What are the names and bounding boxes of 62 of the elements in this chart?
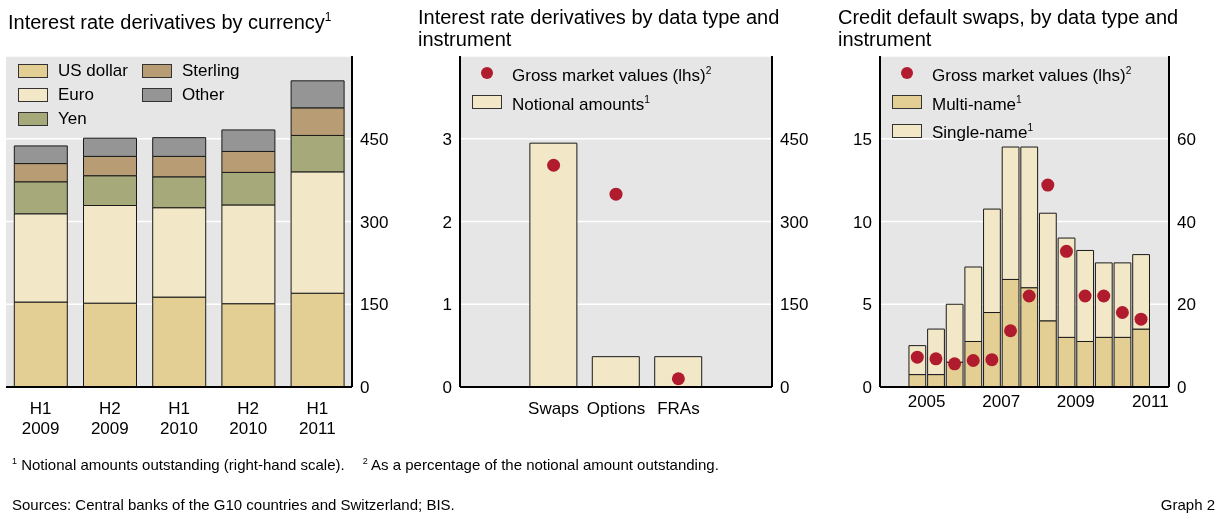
legend-label: Gross market values (lhs)$^{2}$ (512, 65, 712, 85)
legend-label: US dollar (58, 61, 128, 80)
legend-label: Euro (58, 85, 94, 104)
legend-label: Sterling (181, 61, 240, 80)
x-tick-label: 2011 (1132, 392, 1169, 412)
y-tick-label: 0 (442, 378, 452, 398)
x-tick-label: 2005 (907, 392, 946, 412)
caption: Graph 2 (1160, 496, 1215, 513)
y-tick-label: 0 (862, 378, 872, 398)
legend-label: Notional amounts$^{1}$ (512, 93, 650, 114)
legend-label: Yen (58, 109, 87, 128)
point (948, 357, 962, 371)
point (1059, 244, 1073, 258)
source-note: Sources: Central banks of the G10 countries and Switzerland; BIS. (12, 496, 455, 513)
y2-tick-label: 450 (780, 129, 809, 149)
x-tick-label: 2009 (1056, 392, 1095, 412)
legend-label: Single-name$^{1}$ (932, 122, 1034, 142)
y-tick-label: 1 (442, 295, 452, 315)
chart-title: Interest rate derivatives by data type and instrument (418, 6, 780, 50)
y2-tick-label: 150 (780, 295, 809, 315)
y2-tick-label: 0 (1177, 378, 1187, 398)
point (1078, 289, 1092, 303)
point (547, 158, 561, 172)
y-tick-label: 10 (853, 212, 872, 232)
y-tick-label: 3 (442, 129, 452, 149)
chart-title: Interest rate derivatives by currency$^{1}$ (8, 10, 332, 33)
y2-tick-label: 40 (1177, 212, 1196, 232)
point (1022, 289, 1036, 303)
x-tick-label: Swaps (528, 399, 580, 419)
y2-tick-label: 0 (360, 378, 370, 398)
point (1134, 312, 1148, 326)
legend-label: Gross market values (lhs)$^{2}$ (932, 65, 1132, 85)
y-tick-label: 5 (862, 295, 872, 315)
x-tick-label: 2007 (982, 392, 1021, 412)
legend-label: Multi-name$^{1}$ (932, 93, 1022, 114)
point (671, 372, 685, 386)
chart-title: Credit default swaps, by data type and instrument (838, 6, 1179, 50)
x-tick-label: H1 2011 (299, 399, 336, 438)
x-tick-label: FRAs (657, 399, 700, 419)
y-tick-label: 15 (853, 129, 872, 149)
text: $^{1}$ Notional amounts outstanding (right-hand scale). (12, 456, 345, 473)
y2-tick-label: 450 (360, 129, 389, 149)
x-tick-label: H1 2009 (21, 399, 60, 438)
point (1097, 289, 1111, 303)
y2-tick-label: 300 (780, 212, 809, 232)
x-tick-label: H2 2009 (90, 399, 129, 438)
x-tick-label: H1 2010 (160, 399, 198, 438)
x-tick-label: H2 2010 (229, 399, 268, 438)
point (985, 353, 999, 367)
point (1004, 324, 1018, 338)
x-tick-label: Options (586, 399, 646, 419)
y2-tick-label: 60 (1177, 129, 1196, 149)
text: $^{2}$ As a percentage of the notional amount outstanding. (362, 456, 719, 473)
y2-tick-label: 20 (1177, 295, 1196, 315)
point (609, 187, 623, 201)
legend-label: Other (181, 85, 225, 104)
point (1041, 178, 1055, 192)
y-tick-label: 2 (442, 212, 452, 232)
y2-tick-label: 150 (360, 295, 389, 315)
y2-tick-label: 300 (360, 212, 389, 232)
y2-tick-label: 0 (780, 378, 790, 398)
point (1115, 306, 1129, 320)
